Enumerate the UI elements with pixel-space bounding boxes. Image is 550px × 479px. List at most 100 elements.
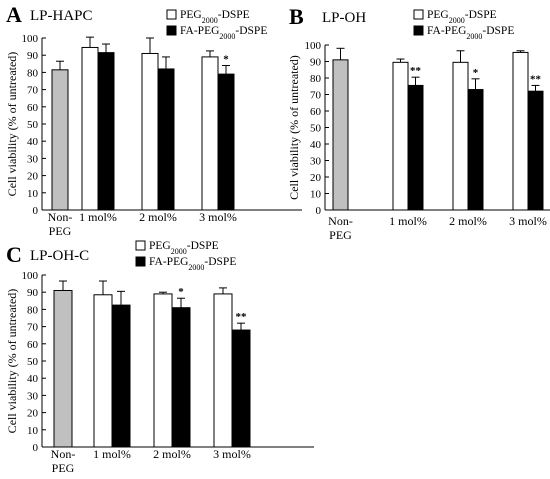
y-tick-label: 60 [27, 339, 39, 351]
bar-fa-peg-dspe [97, 52, 115, 211]
y-tick-label: 40 [27, 373, 39, 385]
legend-peg-dspe-swatch [166, 9, 177, 20]
bar-peg-dspe [392, 61, 409, 211]
bar-nonpeg [51, 69, 69, 211]
y-tick-label: 0 [33, 205, 39, 217]
y-tick-label: 80 [27, 304, 39, 316]
y-axis-label: Cell viability (% of untreated) [5, 52, 19, 197]
category-label: 1 mol% [389, 214, 427, 228]
bar-peg-dspe [81, 46, 99, 211]
y-tick-label: 0 [33, 442, 39, 454]
y-tick-label: 70 [310, 90, 322, 102]
significance-mark: ** [410, 65, 422, 77]
bar-peg-dspe [452, 61, 469, 211]
bar-fa-peg-dspe [217, 73, 235, 211]
panel-letter: B [289, 4, 304, 29]
legend-peg-dspe-label: PEG2000-DSPE [149, 240, 219, 256]
category-label: 3 mol% [199, 210, 237, 224]
y-tick-label: 0 [316, 205, 322, 217]
y-tick-label: 10 [27, 425, 39, 437]
legend-fa-peg-dspe-label: FA-PEG2000-DSPE [149, 256, 236, 272]
category-label: 3 mol% [509, 214, 547, 228]
y-tick-label: 20 [27, 171, 39, 183]
significance-mark: ** [236, 311, 248, 323]
bar-fa-peg-dspe [407, 84, 424, 211]
legend-fa-peg-dspe-label: FA-PEG2000-DSPE [180, 25, 267, 41]
panel-title: LP-HAPC [30, 8, 93, 24]
y-tick-label: 70 [27, 322, 39, 334]
legend-peg-dspe-label: PEG2000-DSPE [180, 9, 250, 25]
y-tick-label: 20 [310, 172, 322, 184]
bar-fa-peg-dspe [157, 68, 175, 211]
y-tick-label: 50 [27, 119, 39, 131]
panel-letter: A [6, 2, 22, 27]
bar-nonpeg [332, 59, 349, 211]
y-tick-label: 40 [310, 139, 322, 151]
y-tick-label: 40 [27, 136, 39, 148]
bar-fa-peg-dspe [171, 307, 191, 448]
y-tick-label: 30 [310, 156, 322, 168]
significance-mark: * [473, 67, 479, 79]
y-tick-label: 50 [27, 356, 39, 368]
legend-peg-dspe-swatch [413, 9, 424, 20]
bar-fa-peg-dspe [111, 304, 131, 448]
bar-nonpeg [53, 289, 73, 448]
category-label: Non- [48, 210, 73, 224]
category-label: Non- [51, 447, 76, 461]
legend-fa-peg-dspe-swatch [166, 25, 177, 36]
legend-peg-dspe-swatch [135, 240, 146, 251]
bar-fa-peg-dspe [527, 90, 544, 211]
category-label: 1 mol% [93, 447, 131, 461]
legend-fa-peg-dspe-swatch [413, 25, 424, 36]
y-axis-label: Cell viability (% of untreated) [287, 55, 301, 200]
category-label: PEG [329, 228, 352, 242]
panel-title: LP-OH [322, 10, 366, 26]
y-tick-label: 90 [27, 50, 39, 62]
category-label: PEG [49, 224, 72, 238]
legend-fa-peg-dspe-swatch [135, 256, 146, 267]
bar-peg-dspe [153, 293, 173, 448]
bar-fa-peg-dspe [467, 89, 484, 211]
legend-peg-dspe-label: PEG2000-DSPE [427, 9, 497, 25]
y-tick-label: 70 [27, 85, 39, 97]
y-tick-label: 30 [27, 390, 39, 402]
category-label: 2 mol% [139, 210, 177, 224]
category-label: PEG [52, 461, 75, 475]
y-tick-label: 10 [310, 189, 322, 201]
significance-mark: * [178, 286, 184, 298]
y-tick-label: 20 [27, 408, 39, 420]
category-label: 3 mol% [213, 447, 251, 461]
legend-fa-peg-dspe-label: FA-PEG2000-DSPE [427, 25, 514, 41]
panel-title: LP-OH-C [30, 248, 89, 264]
bar-peg-dspe [512, 51, 529, 211]
bar-peg-dspe [93, 294, 113, 448]
category-label: 2 mol% [449, 214, 487, 228]
panel-letter: C [6, 242, 22, 267]
y-tick-label: 50 [310, 123, 322, 135]
y-tick-label: 60 [310, 106, 322, 118]
y-tick-label: 60 [27, 102, 39, 114]
bar-peg-dspe [213, 293, 233, 448]
y-tick-label: 90 [27, 287, 39, 299]
y-axis-label: Cell viability (% of untreated) [5, 289, 19, 434]
y-tick-label: 90 [310, 57, 322, 69]
category-label: 1 mol% [79, 210, 117, 224]
y-tick-label: 30 [27, 153, 39, 165]
y-tick-label: 80 [310, 73, 322, 85]
bar-peg-dspe [201, 56, 219, 211]
y-tick-label: 10 [27, 188, 39, 200]
bar-fa-peg-dspe [231, 329, 251, 448]
chart-panel-b: B LP-OH 0 10 20 30 40 50 60 70 80 90 100 Cell viabili… [287, 4, 550, 242]
significance-mark: ** [530, 73, 542, 85]
y-tick-label: 100 [22, 270, 39, 282]
y-tick-label: 100 [305, 40, 322, 52]
category-label: 2 mol% [153, 447, 191, 461]
bar-peg-dspe [141, 52, 159, 211]
y-tick-label: 100 [22, 33, 39, 45]
y-tick-label: 80 [27, 67, 39, 79]
significance-mark: * [223, 54, 229, 66]
category-label: Non- [328, 214, 353, 228]
